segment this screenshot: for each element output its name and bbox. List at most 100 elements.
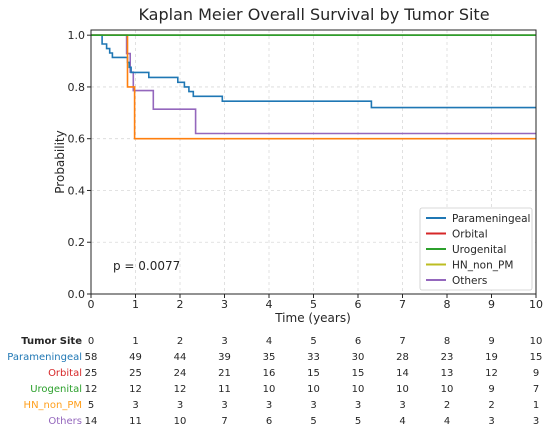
- risk-cell: 3: [310, 400, 316, 411]
- survival-curves: [91, 34, 536, 140]
- risk-cell: 1: [533, 400, 539, 411]
- risk-cell: 10: [441, 384, 454, 395]
- risk-cell: 39: [218, 352, 231, 363]
- x-tick-label: 9: [488, 298, 495, 311]
- legend-entry: Orbital: [452, 229, 488, 241]
- p-value-annotation: p = 0.0077: [113, 259, 180, 273]
- y-tick-label: 1.0: [68, 29, 86, 42]
- axis-ticks: 0 1 2 3 4 5 6 7 8 9 10 0.0 0.2 0.4 0.6 0.8 1.0: [68, 29, 544, 311]
- risk-cell: 3: [355, 400, 361, 411]
- risk-row-label: Others: [48, 416, 82, 427]
- risk-cell: 5: [355, 416, 361, 427]
- risk-cell: 12: [485, 368, 498, 379]
- y-tick-label: 0.0: [68, 288, 86, 301]
- risk-cell: 3: [399, 400, 405, 411]
- risk-time-label: 7: [399, 336, 405, 347]
- risk-time-label: 0: [88, 336, 94, 347]
- risk-row-label: HN_non_PM: [24, 400, 82, 411]
- y-tick-label: 0.6: [68, 133, 86, 146]
- risk-cell: 12: [129, 384, 142, 395]
- risk-cell: 9: [488, 384, 494, 395]
- risk-time-label: 2: [177, 336, 183, 347]
- risk-cell: 24: [174, 368, 187, 379]
- risk-cell: 7: [221, 416, 227, 427]
- risk-cell: 11: [129, 416, 142, 427]
- risk-cell: 10: [396, 384, 409, 395]
- curve-others: [91, 34, 536, 135]
- x-tick-label: 0: [88, 298, 95, 311]
- legend-entry: Others: [452, 275, 487, 287]
- risk-cell: 10: [352, 384, 365, 395]
- risk-time-label: 4: [266, 336, 272, 347]
- risk-cell: 25: [85, 368, 98, 379]
- risk-cell: 19: [485, 352, 498, 363]
- risk-cell: 12: [174, 384, 187, 395]
- risk-time-label: 5: [310, 336, 316, 347]
- x-axis-label: Time (years): [274, 311, 351, 325]
- risk-time-label: 1: [132, 336, 138, 347]
- x-tick-label: 3: [221, 298, 228, 311]
- legend-entry: Parameningeal: [452, 213, 530, 225]
- risk-cell: 35: [263, 352, 276, 363]
- risk-cell: 9: [533, 368, 539, 379]
- risk-time-label: 3: [221, 336, 227, 347]
- risk-table-header: Tumor Site: [21, 336, 82, 347]
- x-tick-label: 8: [444, 298, 451, 311]
- x-tick-label: 2: [177, 298, 184, 311]
- risk-cell: 14: [85, 416, 98, 427]
- risk-cell: 33: [307, 352, 320, 363]
- risk-time-label: 6: [355, 336, 361, 347]
- x-tick-label: 7: [399, 298, 406, 311]
- risk-cell: 5: [88, 400, 94, 411]
- risk-cell: 2: [444, 400, 450, 411]
- risk-cell: 30: [352, 352, 365, 363]
- risk-cell: 14: [396, 368, 409, 379]
- y-tick-label: 0.4: [68, 184, 86, 197]
- x-tick-label: 4: [266, 298, 273, 311]
- risk-cell: 6: [266, 416, 272, 427]
- chart-title: Kaplan Meier Overall Survival by Tumor S…: [138, 5, 489, 24]
- risk-cell: 49: [129, 352, 142, 363]
- x-tick-label: 10: [529, 298, 543, 311]
- risk-cell: 10: [307, 384, 320, 395]
- risk-cell: 11: [218, 384, 231, 395]
- risk-cell: 7: [533, 384, 539, 395]
- y-tick-label: 0.2: [68, 236, 86, 249]
- risk-cell: 2: [488, 400, 494, 411]
- risk-cell: 5: [310, 416, 316, 427]
- risk-cell: 58: [85, 352, 98, 363]
- risk-cell: 3: [488, 416, 494, 427]
- y-tick-label: 0.8: [68, 81, 86, 94]
- risk-cell: 15: [352, 368, 365, 379]
- legend-box: [419, 207, 533, 291]
- risk-row-label: Orbital: [48, 368, 82, 379]
- x-tick-label: 5: [310, 298, 317, 311]
- risk-cell: 10: [263, 384, 276, 395]
- risk-time-label: 8: [444, 336, 450, 347]
- curve-parameningeal: [91, 34, 536, 109]
- risk-cell: 15: [307, 368, 320, 379]
- legend: Parameningeal Orbital Urogenital HN_non_PM O…: [419, 207, 533, 291]
- risk-cell: 28: [396, 352, 409, 363]
- x-tick-label: 6: [355, 298, 362, 311]
- risk-cell: 3: [132, 400, 138, 411]
- x-tick-label: 1: [132, 298, 139, 311]
- legend-entry: Urogenital: [452, 244, 506, 256]
- risk-cell: 3: [266, 400, 272, 411]
- risk-cell: 23: [441, 352, 454, 363]
- y-axis-label: Probability: [53, 130, 67, 193]
- risk-cell: 12: [85, 384, 98, 395]
- risk-cell: 16: [263, 368, 276, 379]
- risk-cell: 15: [530, 352, 543, 363]
- risk-cell: 10: [174, 416, 187, 427]
- risk-cell: 3: [533, 416, 539, 427]
- risk-cell: 44: [174, 352, 187, 363]
- risk-time-label: 10: [530, 336, 543, 347]
- risk-cell: 4: [399, 416, 405, 427]
- risk-row-label: Parameningeal: [7, 352, 82, 363]
- risk-cell: 13: [441, 368, 454, 379]
- risk-cell: 3: [221, 400, 227, 411]
- legend-entry: HN_non_PM: [452, 260, 513, 272]
- risk-cell: 3: [177, 400, 183, 411]
